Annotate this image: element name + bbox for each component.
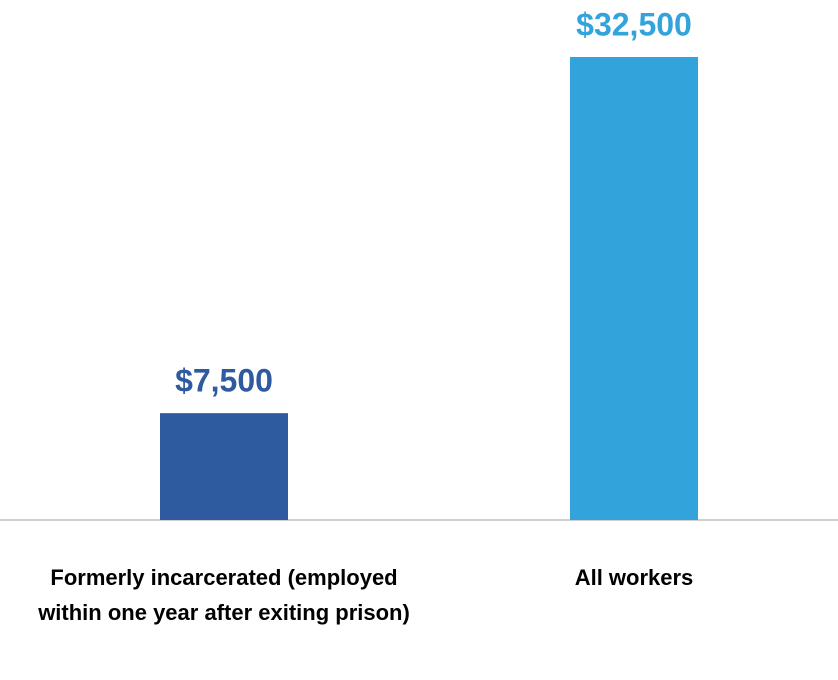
value-label: $32,500	[576, 6, 692, 42]
bar	[160, 413, 288, 520]
x-tick-label: Formerly incarcerated (employed within o…	[38, 565, 410, 625]
value-label: $7,500	[175, 363, 273, 399]
bar	[570, 57, 698, 520]
x-tick-label: All workers	[574, 565, 694, 590]
